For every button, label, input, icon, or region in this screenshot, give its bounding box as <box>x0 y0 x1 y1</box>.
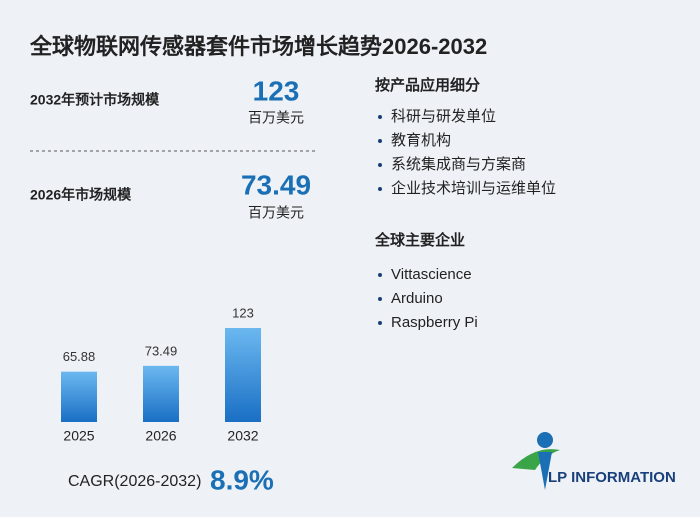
bullet <box>378 297 382 301</box>
stat-value: 73.49 <box>241 169 311 200</box>
value-label: 123 <box>232 305 254 320</box>
bullet <box>378 273 382 277</box>
section-title: 按产品应用细分 <box>375 76 480 94</box>
list-item: 科研与研发单位 <box>391 108 496 125</box>
bar <box>225 328 261 422</box>
list-item: 教育机构 <box>391 132 451 149</box>
list-item: 系统集成商与方案商 <box>391 155 526 173</box>
bullet <box>378 163 382 167</box>
list-item: 企业技术培训与运维单位 <box>391 179 556 197</box>
logo-text: LP INFORMATION <box>548 469 676 486</box>
stat-unit: 百万美元 <box>248 205 304 221</box>
section-title: 全球主要企业 <box>374 231 465 249</box>
bar <box>143 365 179 422</box>
stat-label: 2026年市场规模 <box>30 187 132 203</box>
x-tick-label: 2032 <box>227 428 258 444</box>
list-item: Vittascience <box>391 266 472 283</box>
bullet <box>378 115 382 119</box>
bullet <box>378 321 382 325</box>
cagr-label: CAGR(2026-2032) <box>68 473 201 490</box>
stat-label: 2032年预计市场规模 <box>30 92 160 108</box>
bullet <box>378 139 382 143</box>
cagr-value: 8.9% <box>210 464 274 495</box>
x-tick-label: 2025 <box>63 428 94 444</box>
value-label: 65.88 <box>63 349 96 364</box>
value-label: 73.49 <box>145 343 178 358</box>
logo <box>512 432 560 490</box>
list-item: Arduino <box>391 290 443 307</box>
list-item: Raspberry Pi <box>391 314 478 331</box>
stat-unit: 百万美元 <box>248 110 304 126</box>
bar <box>61 371 97 422</box>
x-tick-label: 2026 <box>145 428 176 444</box>
stat-value: 123 <box>253 75 300 106</box>
logo-figure <box>538 452 552 490</box>
bullet <box>378 187 382 191</box>
title: 全球物联网传感器套件市场增长趋势2026-2032 <box>29 34 487 59</box>
logo-dot <box>537 432 553 448</box>
